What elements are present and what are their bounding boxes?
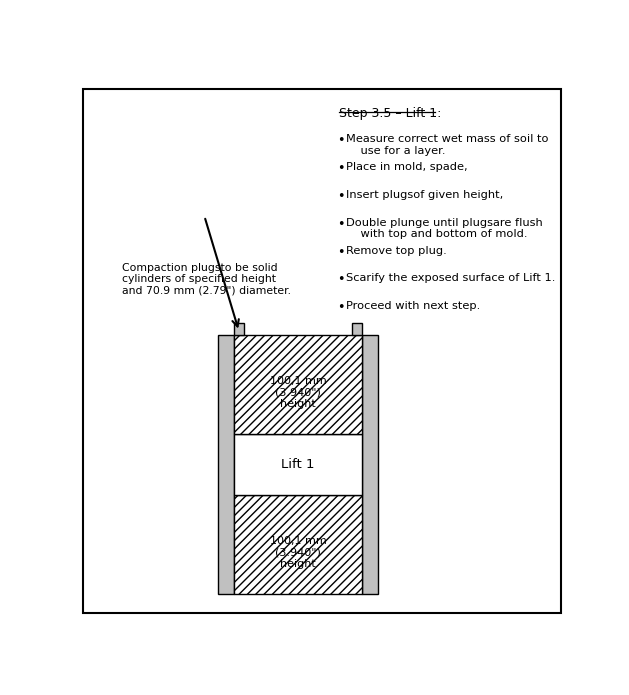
- Bar: [233, 323, 244, 335]
- Bar: [233, 434, 362, 496]
- Text: •: •: [337, 190, 345, 203]
- Text: 100,1 mm
(3.940")
height: 100,1 mm (3.940") height: [270, 537, 326, 569]
- Text: 100,1 mm
(3.940")
height: 100,1 mm (3.940") height: [270, 376, 326, 409]
- Text: Scarify the exposed surface of Lift 1.: Scarify the exposed surface of Lift 1.: [346, 273, 555, 284]
- Text: •: •: [337, 162, 345, 175]
- Text: Compaction plugsto be solid
cylinders of specified height
and 70.9 mm (2.79") di: Compaction plugsto be solid cylinders of…: [123, 263, 291, 296]
- Text: •: •: [337, 301, 345, 314]
- Bar: [233, 335, 362, 434]
- Text: •: •: [337, 273, 345, 286]
- Bar: [218, 335, 233, 594]
- Text: •: •: [337, 218, 345, 231]
- Text: Place in mold, spade,: Place in mold, spade,: [346, 162, 467, 172]
- Bar: [362, 335, 379, 594]
- Text: Lift 1: Lift 1: [281, 458, 314, 471]
- Text: •: •: [337, 245, 345, 259]
- Text: •: •: [337, 134, 345, 147]
- Text: Step 3.5 – Lift 1:: Step 3.5 – Lift 1:: [340, 108, 442, 120]
- Text: Proceed with next step.: Proceed with next step.: [346, 301, 480, 311]
- Bar: [352, 323, 362, 335]
- Bar: [233, 496, 362, 594]
- Text: Measure correct wet mass of soil to
    use for a layer.: Measure correct wet mass of soil to use …: [346, 134, 548, 156]
- Text: Remove top plug.: Remove top plug.: [346, 245, 447, 256]
- Text: Insert plugsof given height,: Insert plugsof given height,: [346, 190, 503, 200]
- Text: Double plunge until plugsare flush
    with top and bottom of mold.: Double plunge until plugsare flush with …: [346, 218, 542, 239]
